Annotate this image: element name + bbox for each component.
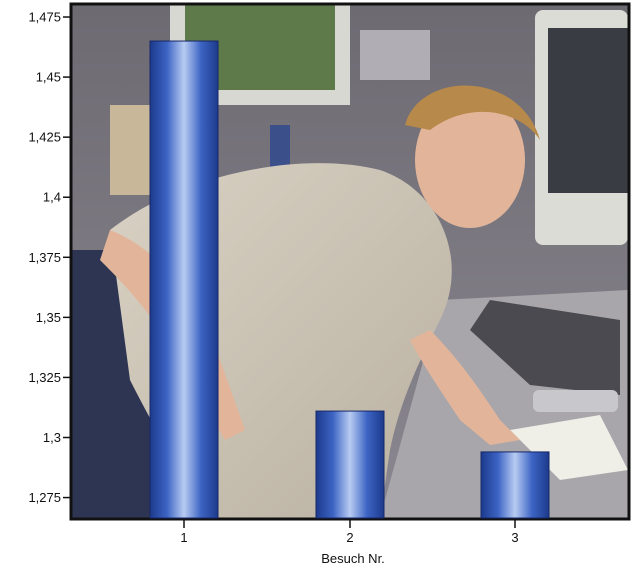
- y-axis: 1,275 1,3 1,325 1,35 1,375 1,4 1,425 1,45 1,475: [28, 10, 72, 505]
- x-tick-label: 2: [346, 530, 353, 545]
- x-tick-label: 3: [511, 530, 518, 545]
- background-photo: [72, 5, 628, 518]
- y-tick-label: 1,425: [28, 130, 61, 145]
- y-tick-label: 1,325: [28, 370, 61, 385]
- y-tick-label: 1,275: [28, 490, 61, 505]
- y-tick-label: 1,375: [28, 250, 61, 265]
- y-tick-label: 1,35: [36, 310, 61, 325]
- x-tick-label: 1: [180, 530, 187, 545]
- bar-2: [315, 410, 385, 519]
- y-tick-label: 1,475: [28, 10, 61, 25]
- bar-3: [480, 451, 550, 519]
- x-axis: 1 2 3: [180, 519, 519, 545]
- y-tick-label: 1,3: [43, 430, 61, 445]
- x-axis-title: Besuch Nr.: [321, 551, 385, 566]
- bar-1: [149, 40, 219, 519]
- bars: [149, 40, 550, 519]
- y-tick-label: 1,4: [43, 190, 61, 205]
- y-tick-label: 1,45: [36, 70, 61, 85]
